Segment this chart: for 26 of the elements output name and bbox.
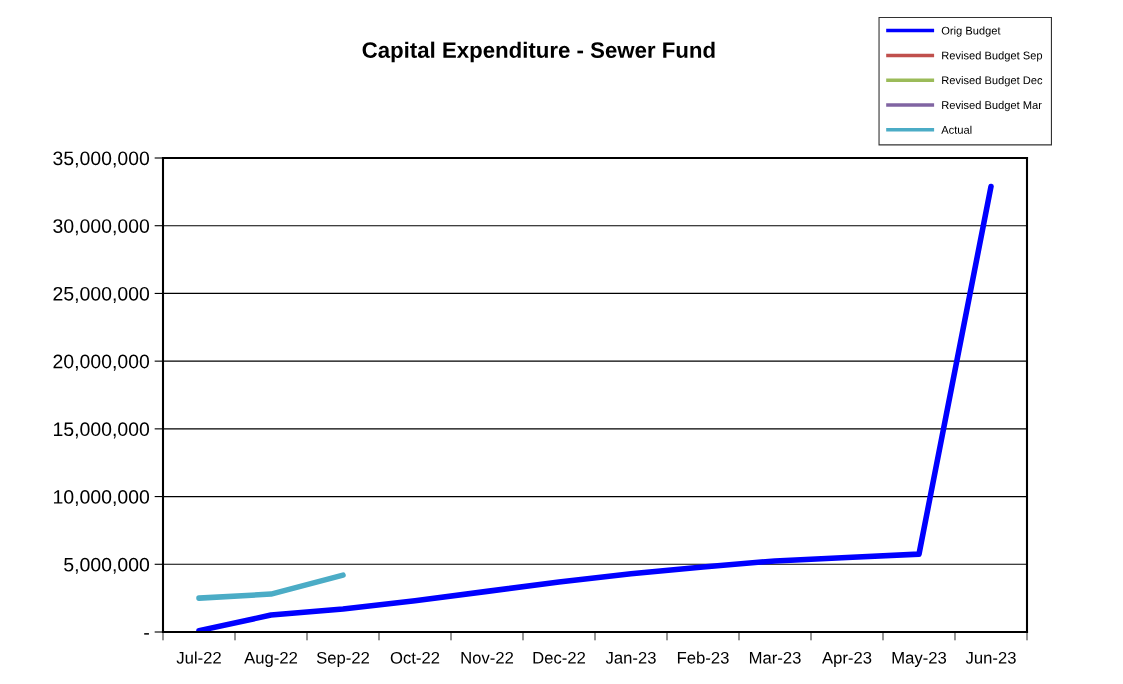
x-tick-label: Nov-22 bbox=[461, 651, 514, 664]
legend-label: Orig Budget bbox=[941, 26, 1001, 37]
x-tick-label: Oct-22 bbox=[390, 651, 440, 664]
legend-label: Revised Budget Dec bbox=[942, 76, 1043, 87]
x-tick-label: Jan-23 bbox=[605, 651, 656, 664]
x-tick-label: Aug-22 bbox=[244, 651, 298, 667]
y-tick-label: - bbox=[144, 633, 149, 635]
y-tick-label: 25,000,000 bbox=[53, 286, 150, 303]
legend-label: Revised Budget Mar bbox=[942, 100, 1042, 112]
x-tick-label: Dec-22 bbox=[533, 651, 586, 664]
y-tick-label: 35,000,000 bbox=[53, 151, 150, 168]
x-tick-label: Jul-22 bbox=[176, 651, 221, 664]
y-tick-label: 20,000,000 bbox=[53, 354, 150, 371]
x-tick-label: Jun-23 bbox=[965, 651, 1016, 664]
x-tick-label: Mar-23 bbox=[749, 651, 801, 664]
chart-title: Capital Expenditure - Sewer Fund bbox=[362, 41, 715, 63]
legend-label: Revised Budget Sep bbox=[942, 51, 1043, 62]
y-tick-label: 5,000,000 bbox=[64, 557, 150, 574]
legend-label: Actual bbox=[941, 125, 972, 134]
y-tick-label: 30,000,000 bbox=[53, 219, 150, 236]
x-tick-label: Sep-22 bbox=[316, 651, 370, 667]
x-tick-label: Apr-23 bbox=[822, 651, 872, 667]
x-tick-label: May-23 bbox=[892, 651, 947, 667]
x-tick-label: Feb-23 bbox=[677, 651, 729, 664]
y-tick-label: 10,000,000 bbox=[53, 490, 150, 507]
y-tick-label: 15,000,000 bbox=[53, 422, 150, 439]
